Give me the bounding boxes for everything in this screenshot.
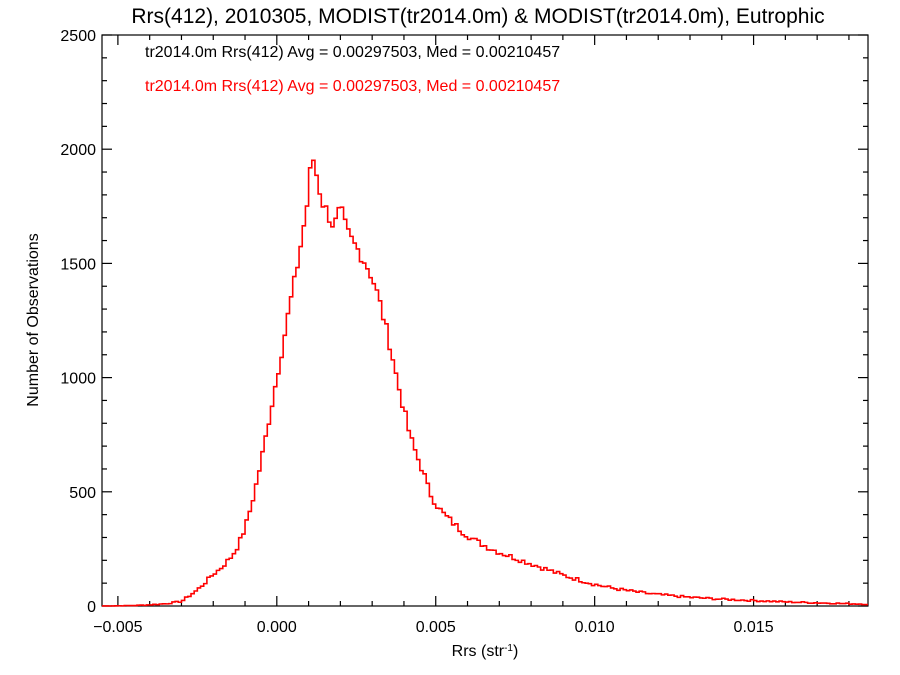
plot-frame [101,34,869,607]
y-tick-label: 2000 [60,142,96,159]
x-tick-label: −0.005 [93,619,142,636]
legend-entry-black: tr2014.0m Rrs(412) Avg = 0.00297503, Med… [145,44,560,61]
x-axis-label-end: ) [513,643,518,660]
axis-tick-labels: −0.005 0.000 0.005 0.010 0.015 0 500 1000 1500 20… [60,28,773,636]
chart-title: Rrs(412), 2010305, MODIST(tr2014.0m) & M… [131,5,824,28]
x-tick-label: 0.010 [575,619,615,636]
x-axis-label: Rrs (str-1) [452,643,519,661]
y-tick-label: 1000 [60,371,96,388]
legend-entry-red: tr2014.0m Rrs(412) Avg = 0.00297503, Med… [145,78,560,95]
y-tick-label: 500 [69,485,96,502]
x-tick-label: 0.005 [416,619,456,636]
x-axis-label-base: Rrs (str [452,643,505,660]
y-tick-label: 1500 [60,256,96,273]
y-axis-label: Number of Observations [25,233,42,406]
x-axis-label-sup: -1 [504,643,513,654]
x-tick-label: 0.000 [257,619,297,636]
y-tick-label: 0 [87,599,96,616]
x-tick-label: 0.015 [734,619,774,636]
series-0-histogram [102,159,868,607]
axis-ticks [102,34,868,607]
y-tick-label: 2500 [60,28,96,45]
